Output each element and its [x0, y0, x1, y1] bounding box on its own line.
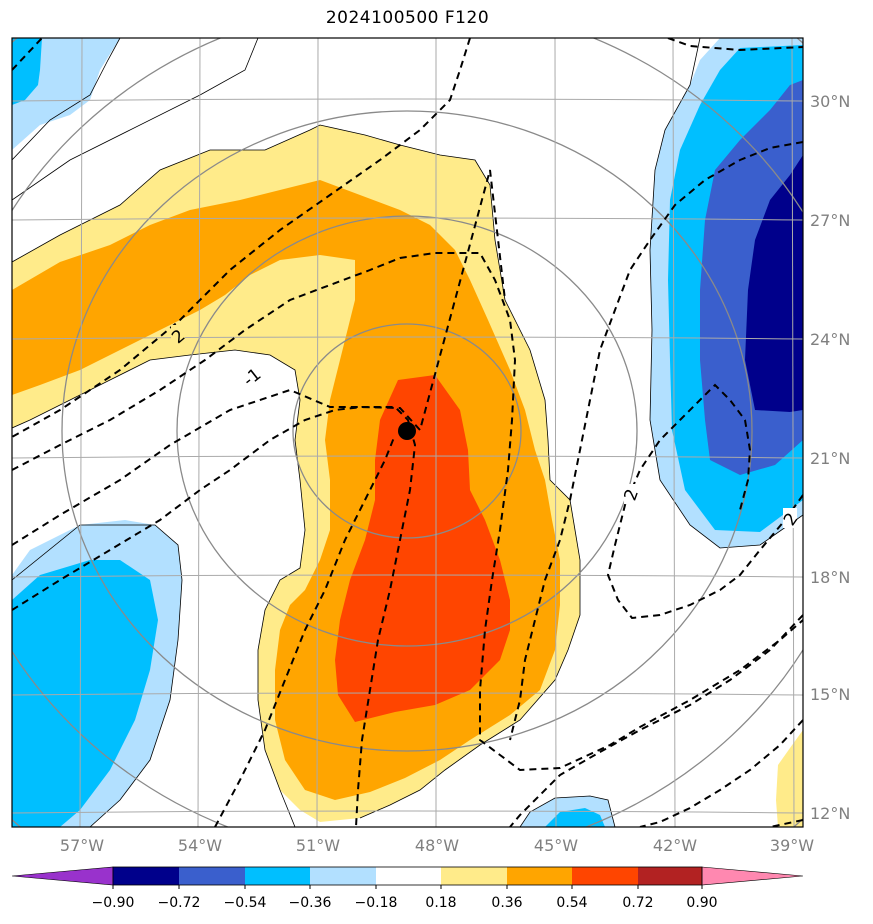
lat-tick-label: 30°N — [810, 92, 850, 111]
colorbar-tick-label: 0.36 — [491, 895, 522, 911]
colorbar-cell — [572, 867, 638, 885]
colorbar-tick-label: −0.18 — [355, 895, 398, 911]
thin-contours — [12, 38, 803, 827]
lon-tick-label: 57°W — [60, 836, 104, 855]
colorbar-tick-label: 0.72 — [622, 895, 653, 911]
lon-tick-label: 42°W — [653, 836, 697, 855]
colorbar-tick-label: −0.54 — [224, 895, 267, 911]
colorbar-tick-label: 0.18 — [425, 895, 456, 911]
lat-tick-label: 27°N — [810, 211, 850, 230]
colorbar-cell — [310, 867, 376, 885]
negative-anomaly-right — [650, 38, 803, 548]
lat-tick-labels: 30°N 27°N 24°N 21°N 18°N 15°N 12°N — [810, 92, 850, 823]
colorbar-cell — [245, 867, 310, 885]
contour-labels: 2 -1 2 2 — [168, 325, 803, 530]
colorbar-cell — [441, 867, 507, 885]
colorbar-cell — [507, 867, 572, 885]
lon-tick-label: 51°W — [296, 836, 340, 855]
lon-tick-label: 48°W — [415, 836, 459, 855]
lat-tick-label: 15°N — [810, 685, 850, 704]
colorbar-cell — [11, 866, 114, 886]
colorbar-tick-label: −0.90 — [92, 895, 135, 911]
storm-center-marker — [398, 422, 416, 440]
colorbar-tick-label: 0.54 — [556, 895, 587, 911]
graticule — [12, 38, 803, 827]
colorbar-cell — [376, 867, 441, 885]
dashed-contours — [12, 38, 803, 827]
colorbar-cell — [179, 867, 245, 885]
negative-anomaly-bottom-left — [12, 520, 182, 827]
lat-tick-label: 12°N — [810, 804, 850, 823]
map-title: 2024100500 F120 — [325, 8, 490, 28]
colorbar-tick-label: −0.36 — [289, 895, 332, 911]
colorbar-cell — [701, 866, 804, 886]
lon-tick-label: 39°W — [770, 836, 814, 855]
lat-tick-label: 21°N — [810, 449, 850, 468]
lon-tick-labels: 57°W 54°W 51°W 48°W 45°W 42°W 39°W — [60, 836, 814, 855]
lon-tick-label: 54°W — [178, 836, 222, 855]
colorbar: −0.90 −0.72 −0.54 −0.36 −0.18 0.18 0.36 … — [11, 866, 804, 911]
colorbar-tick-label: −0.72 — [158, 895, 201, 911]
negative-anomaly-top-left — [12, 38, 120, 150]
lat-tick-label: 24°N — [810, 330, 850, 349]
lat-tick-label: 18°N — [810, 568, 850, 587]
positive-anomaly-bottom-right — [776, 730, 803, 827]
map-frame — [11, 37, 804, 828]
colorbar-cell — [113, 867, 179, 885]
colorbar-cell — [638, 867, 702, 885]
lon-tick-label: 45°W — [534, 836, 578, 855]
colorbar-tick-label: 0.90 — [686, 895, 717, 911]
